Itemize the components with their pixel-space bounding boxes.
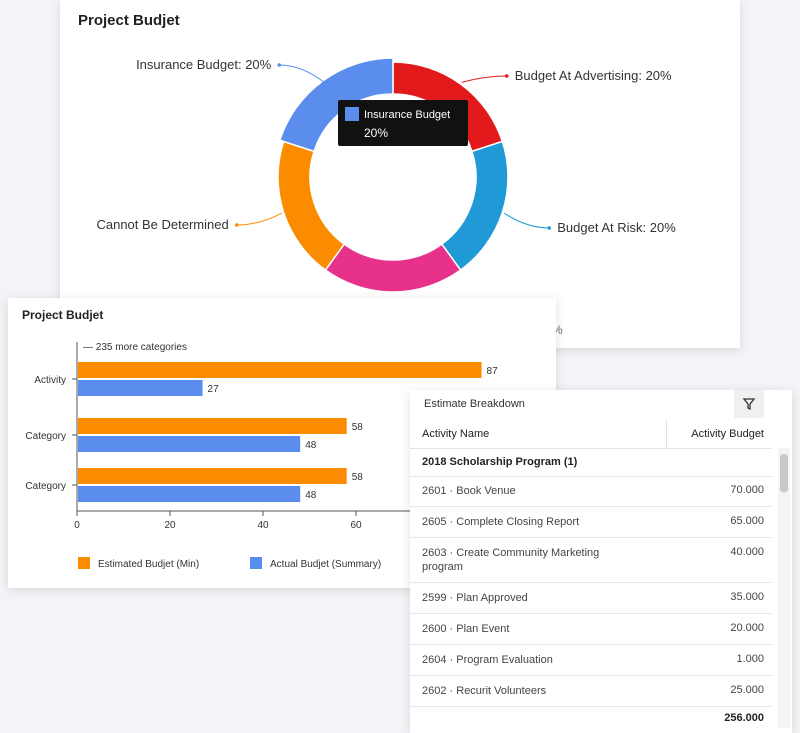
activity-name: 2600 · Plan Event [422, 623, 510, 635]
category-label: Activity [34, 375, 66, 386]
bar-value-label: 58 [352, 472, 364, 483]
activity-name: 2599 · Plan Approved [422, 592, 528, 604]
table-row[interactable]: 2600 · Plan Event 20.000 [410, 614, 772, 645]
slice-label: Budget At Risk: 20% [557, 220, 676, 235]
donut-chart-title: Project Budjet [78, 12, 180, 29]
bar-value-label: 48 [305, 440, 317, 451]
bar[interactable] [78, 436, 301, 452]
slice-label: Budget At Advertising: 20% [515, 68, 672, 83]
column-header-activity-budget[interactable]: Activity Budget [691, 428, 764, 440]
activity-budget: 70.000 [730, 484, 764, 496]
table-title: Estimate Breakdown [424, 398, 525, 410]
table-row[interactable]: 2604 · Program Evaluation 1.000 [410, 645, 772, 676]
activity-name: 2603 · Create Community Marketing progra… [422, 547, 600, 573]
chart-tooltip: Insurance Budget 20% [338, 100, 468, 146]
group-row[interactable]: 2018 Scholarship Program (1) [410, 448, 772, 477]
leader-line [236, 212, 282, 226]
table-header: Activity Name Activity Budget [410, 420, 772, 449]
donut-chart-card: Project Budjet Budget At Advertising: 20… [60, 0, 740, 348]
legend-item[interactable]: Estimated Budjet (Min) [78, 557, 199, 570]
activity-budget: 25.000 [730, 684, 764, 696]
bar[interactable] [78, 486, 301, 502]
leader-dot [547, 226, 552, 230]
column-header-activity-name[interactable]: Activity Name [422, 428, 490, 440]
activity-name: 2604 · Program Evaluation [422, 654, 553, 666]
table-row[interactable]: 2602 · Recurit Volunteers 25.000 [410, 676, 772, 707]
table-row[interactable]: 2605 · Complete Closing Report 65.000 [410, 507, 772, 538]
svg-text:Estimated Budjet (Min): Estimated Budjet (Min) [98, 559, 199, 570]
table-total: 256.000 [724, 712, 764, 724]
slice-label: Insurance Budget: 20% [136, 57, 272, 72]
bar-value-label: 87 [487, 366, 499, 377]
table-row[interactable]: 2603 · Create Community Marketing progra… [410, 538, 772, 583]
bar[interactable] [78, 380, 203, 396]
table-row[interactable]: 2601 · Book Venue 70.000 [410, 476, 772, 507]
donut-slice[interactable] [324, 243, 462, 293]
bar-chart-title: Project Budjet [22, 308, 104, 322]
svg-text:Actual Budjet (Summary): Actual Budjet (Summary) [270, 559, 381, 570]
bar[interactable] [78, 418, 347, 434]
filter-icon [742, 398, 756, 411]
bar-chart: — 235 more categories Activity 87 27 Categor… [25, 342, 556, 570]
activity-name: 2601 · Book Venue [422, 485, 516, 497]
leader-line [279, 64, 325, 83]
filter-button[interactable] [734, 390, 764, 418]
activity-budget: 40.000 [730, 546, 764, 558]
bar-value-label: 27 [208, 384, 220, 395]
donut-slice[interactable] [277, 140, 346, 272]
activity-name: 2602 · Recurit Volunteers [422, 685, 547, 697]
group-label: 2018 Scholarship Program (1) [422, 456, 578, 468]
partial-label: % [552, 323, 563, 337]
slice-label: Cannot Be Determined [96, 217, 228, 232]
category-label: Category [25, 481, 66, 492]
bar[interactable] [78, 468, 347, 484]
x-tick-label: 0 [74, 520, 80, 531]
leader-dot [504, 74, 509, 78]
x-tick-label: 40 [257, 520, 269, 531]
scrollbar-thumb[interactable] [780, 454, 788, 492]
tooltip-value: 20% [364, 126, 388, 140]
activity-name: 2605 · Complete Closing Report [422, 516, 580, 528]
leader-line [503, 212, 550, 229]
activity-budget: 20.000 [730, 622, 764, 634]
bar-value-label: 58 [352, 422, 364, 433]
leader-line [461, 75, 507, 83]
table-rows: 2601 · Book Venue 70.000 2605 · Complete… [410, 476, 772, 707]
legend-item[interactable]: Actual Budjet (Summary) [250, 557, 381, 570]
category-label: Category [25, 431, 66, 442]
activity-budget: 35.000 [730, 591, 764, 603]
x-tick-label: 20 [164, 520, 176, 531]
more-categories-note[interactable]: — 235 more categories [83, 342, 187, 353]
table-scrollbar[interactable] [778, 448, 790, 728]
donut-slice[interactable] [440, 140, 509, 272]
table-row[interactable]: 2599 · Plan Approved 35.000 [410, 583, 772, 614]
x-tick-label: 60 [350, 520, 362, 531]
donut-slice[interactable] [278, 57, 394, 153]
activity-budget: 1.000 [736, 653, 764, 665]
bar[interactable] [78, 362, 482, 378]
activity-budget: 65.000 [730, 515, 764, 527]
table-total-row: 256.000 [410, 706, 772, 733]
leader-dot [234, 223, 239, 227]
donut-chart: Budget At Advertising: 20% Budget At Risk… [96, 57, 676, 337]
bar-value-label: 48 [305, 490, 317, 501]
tooltip-label: Insurance Budget [364, 109, 450, 121]
tooltip-swatch [345, 107, 359, 121]
estimate-breakdown-card: Estimate Breakdown Activity Name Activit… [410, 390, 792, 733]
leader-dot [277, 63, 282, 67]
